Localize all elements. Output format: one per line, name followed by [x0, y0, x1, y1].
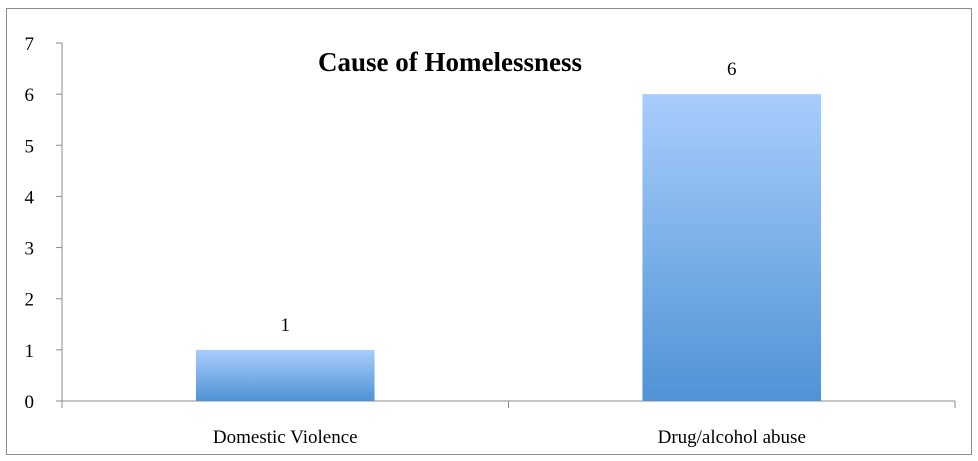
x-category-label: Drug/alcohol abuse	[658, 427, 806, 448]
x-category-label: Domestic Violence	[213, 427, 358, 448]
y-tick-label: 7	[25, 34, 35, 55]
chart-title: Cause of Homelessness	[318, 47, 582, 77]
y-tick-label: 6	[25, 85, 35, 106]
y-tick-label: 5	[25, 136, 35, 157]
bar	[195, 349, 375, 401]
data-label: 6	[727, 59, 737, 80]
y-tick-label: 4	[25, 187, 35, 208]
y-tick-label: 0	[25, 392, 35, 413]
y-tick-label: 3	[25, 239, 35, 260]
bar	[642, 94, 822, 402]
y-tick-label: 1	[25, 341, 35, 362]
data-label: 1	[281, 315, 291, 336]
y-tick-label: 2	[25, 290, 35, 311]
